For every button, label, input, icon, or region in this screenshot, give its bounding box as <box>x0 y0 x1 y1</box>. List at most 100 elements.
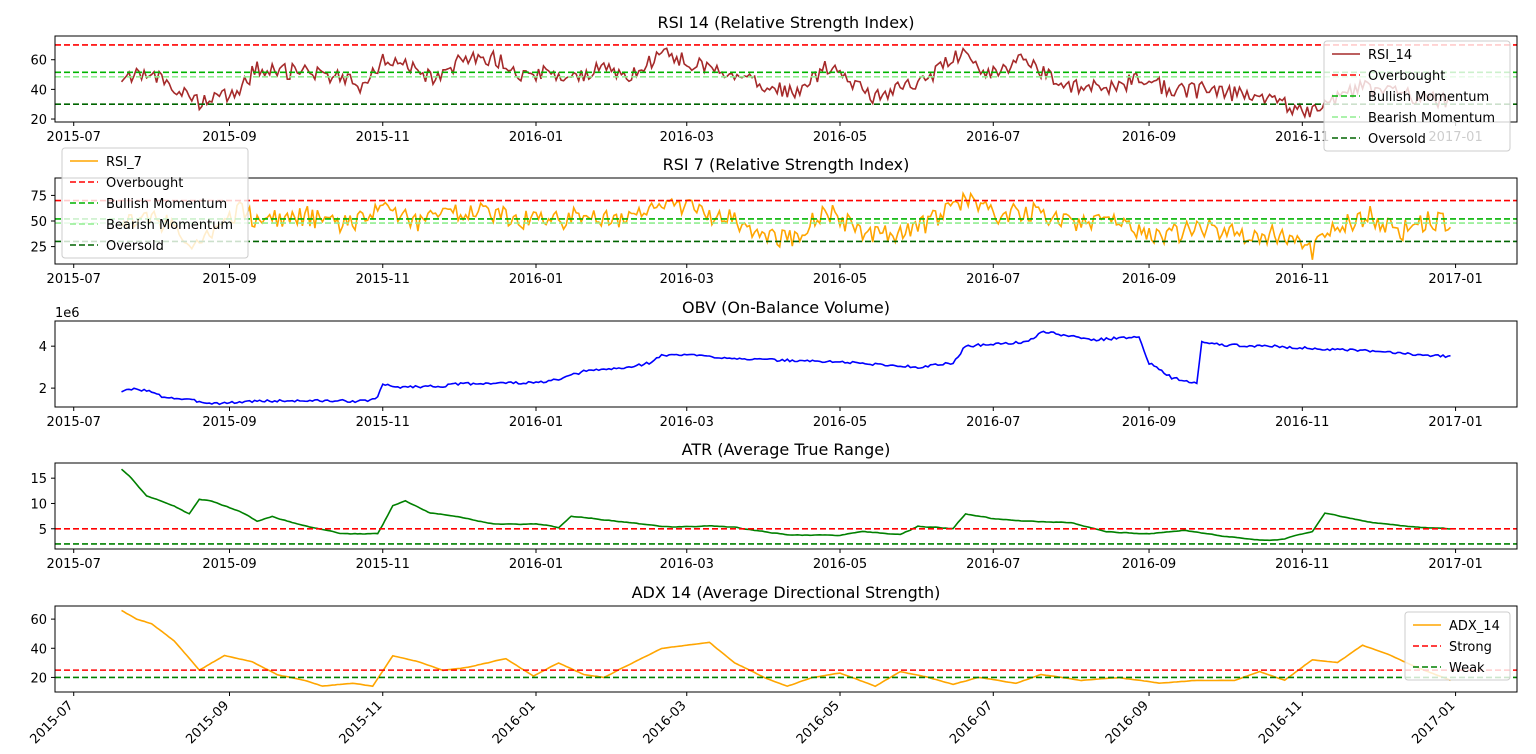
x-tick-label: 2016-09 <box>1122 557 1176 572</box>
y-tick-label: 40 <box>30 642 47 657</box>
x-tick-label: 2017-01 <box>1428 272 1482 287</box>
y-scale-label: 1e6 <box>55 306 80 321</box>
y-tick-label: 25 <box>30 241 47 256</box>
x-tick-label: 2015-11 <box>356 415 410 430</box>
panel-0: RSI 14 (Relative Strength Index) 20 40 60 20… <box>30 13 1518 145</box>
x-tick-label: 2016-07 <box>966 272 1020 287</box>
chart-title: RSI 7 (Relative Strength Index) <box>663 155 910 174</box>
legend-adx: ADX_14 Strong Weak <box>1404 611 1511 681</box>
chart-title: ADX 14 (Average Directional Strength) <box>632 583 941 602</box>
y-tick-label: 2 <box>39 382 47 397</box>
legend-label: Bearish Momentum <box>1368 111 1495 126</box>
x-tick-label: 2016-09 <box>1122 130 1176 145</box>
chart-title: OBV (On-Balance Volume) <box>682 298 890 317</box>
x-tick-label: 2016-03 <box>660 557 714 572</box>
series-line-rsi_7 <box>120 190 1452 260</box>
x-tick-label: 2015-11 <box>356 130 410 145</box>
legend-label: Oversold <box>106 239 164 254</box>
x-tick-label: 2016-03 <box>660 272 714 287</box>
x-tick-label: 2016-11 <box>1256 698 1305 747</box>
series-line-obv <box>121 330 1451 406</box>
x-tick-label: 2017-01 <box>1428 557 1482 572</box>
x-tick-label: 2016-07 <box>966 557 1020 572</box>
x-tick-label: 2016-05 <box>813 415 867 430</box>
x-tick-label: 2016-01 <box>509 557 563 572</box>
x-tick-label: 2016-07 <box>947 698 996 747</box>
legend-rsi7: RSI_7 Overbought Bullish Momentum Bearish M… <box>61 147 249 259</box>
x-tick-label: 2016-03 <box>660 130 714 145</box>
x-tick-label: 2016-03 <box>641 698 690 747</box>
plot-frame <box>54 605 1518 693</box>
panel-1: RSI 7 (Relative Strength Index) 25 50 75 201… <box>30 155 1518 287</box>
x-tick-label: 2015-07 <box>47 557 101 572</box>
y-tick-label: 10 <box>30 497 47 512</box>
y-tick-label: 20 <box>30 671 47 686</box>
x-tick-label: 2015-11 <box>337 698 386 747</box>
x-tick-label: 2016-11 <box>1275 130 1329 145</box>
legend-label: Overbought <box>106 176 183 191</box>
x-tick-label: 2016-01 <box>509 272 563 287</box>
legend-label: Bearish Momentum <box>106 218 233 233</box>
x-tick-label: 2016-11 <box>1275 415 1329 430</box>
y-tick-label: 20 <box>30 113 47 128</box>
panel-4: ADX 14 (Average Directional Strength) 20 4… <box>28 583 1518 747</box>
x-tick-label: 2016-11 <box>1275 272 1329 287</box>
series-line-rsi_14 <box>120 46 1451 120</box>
x-tick-label: 2016-01 <box>490 698 539 747</box>
x-tick-label: 2017-01 <box>1428 415 1482 430</box>
x-tick-label: 2015-07 <box>28 698 77 747</box>
x-tick-label: 2016-09 <box>1103 698 1152 747</box>
x-tick-label: 2016-05 <box>813 130 867 145</box>
x-tick-label: 2016-05 <box>794 698 843 747</box>
x-tick-label: 2016-01 <box>509 415 563 430</box>
x-tick-label: 2015-07 <box>47 272 101 287</box>
panel-2: OBV (On-Balance Volume) 2 4 1e6 2015-07 2015-… <box>39 298 1518 430</box>
y-tick-label: 40 <box>30 83 47 98</box>
y-tick-label: 5 <box>39 523 47 538</box>
x-tick-label: 2016-05 <box>813 272 867 287</box>
x-tick-label: 2016-07 <box>966 415 1020 430</box>
chart-title: ATR (Average True Range) <box>682 440 891 459</box>
plot-frame <box>54 462 1518 550</box>
x-tick-label: 2015-09 <box>202 557 256 572</box>
x-tick-label: 2016-07 <box>966 130 1020 145</box>
legend-label: Bullish Momentum <box>1368 90 1489 105</box>
series-line-adx_14 <box>121 609 1451 688</box>
legend-label: Overbought <box>1368 69 1445 84</box>
y-tick-label: 60 <box>30 613 47 628</box>
legend-label: Bullish Momentum <box>106 197 227 212</box>
y-tick-label: 60 <box>30 54 47 69</box>
panel-3: ATR (Average True Range) 5 10 15 2015-07 2015… <box>30 440 1518 572</box>
y-tick-label: 50 <box>30 215 47 230</box>
x-tick-label: 2016-09 <box>1122 415 1176 430</box>
x-tick-label: 2015-09 <box>202 415 256 430</box>
x-tick-label: 2015-09 <box>202 130 256 145</box>
legend-box <box>1323 40 1511 152</box>
x-tick-label: 2015-09 <box>183 698 232 747</box>
legend-label: Strong <box>1449 640 1492 655</box>
x-tick-label: 2016-09 <box>1122 272 1176 287</box>
legend-box <box>61 147 249 259</box>
legend-rsi14: RSI_14 Overbought Bullish Momentum Bearish … <box>1323 40 1511 152</box>
legend-label: RSI_14 <box>1368 48 1412 63</box>
x-tick-label: 2016-05 <box>813 557 867 572</box>
legend-label: Oversold <box>1368 132 1426 147</box>
plot-frame <box>54 35 1518 123</box>
x-tick-label: 2015-07 <box>47 130 101 145</box>
x-tick-label: 2015-11 <box>356 272 410 287</box>
x-tick-label: 2015-09 <box>202 272 256 287</box>
x-tick-label: 2016-01 <box>509 130 563 145</box>
x-tick-label: 2015-07 <box>47 415 101 430</box>
x-tick-label: 2017-01 <box>1409 698 1458 747</box>
legend-label: ADX_14 <box>1449 619 1500 634</box>
x-tick-label: 2016-11 <box>1275 557 1329 572</box>
x-tick-label: 2015-11 <box>356 557 410 572</box>
plot-frame <box>54 320 1518 408</box>
y-tick-label: 4 <box>39 340 47 355</box>
legend-box <box>1404 611 1511 681</box>
chart-title: RSI 14 (Relative Strength Index) <box>658 13 915 32</box>
y-tick-label: 15 <box>30 472 47 487</box>
x-tick-label: 2016-03 <box>660 415 714 430</box>
series-line-atr <box>120 468 1451 542</box>
